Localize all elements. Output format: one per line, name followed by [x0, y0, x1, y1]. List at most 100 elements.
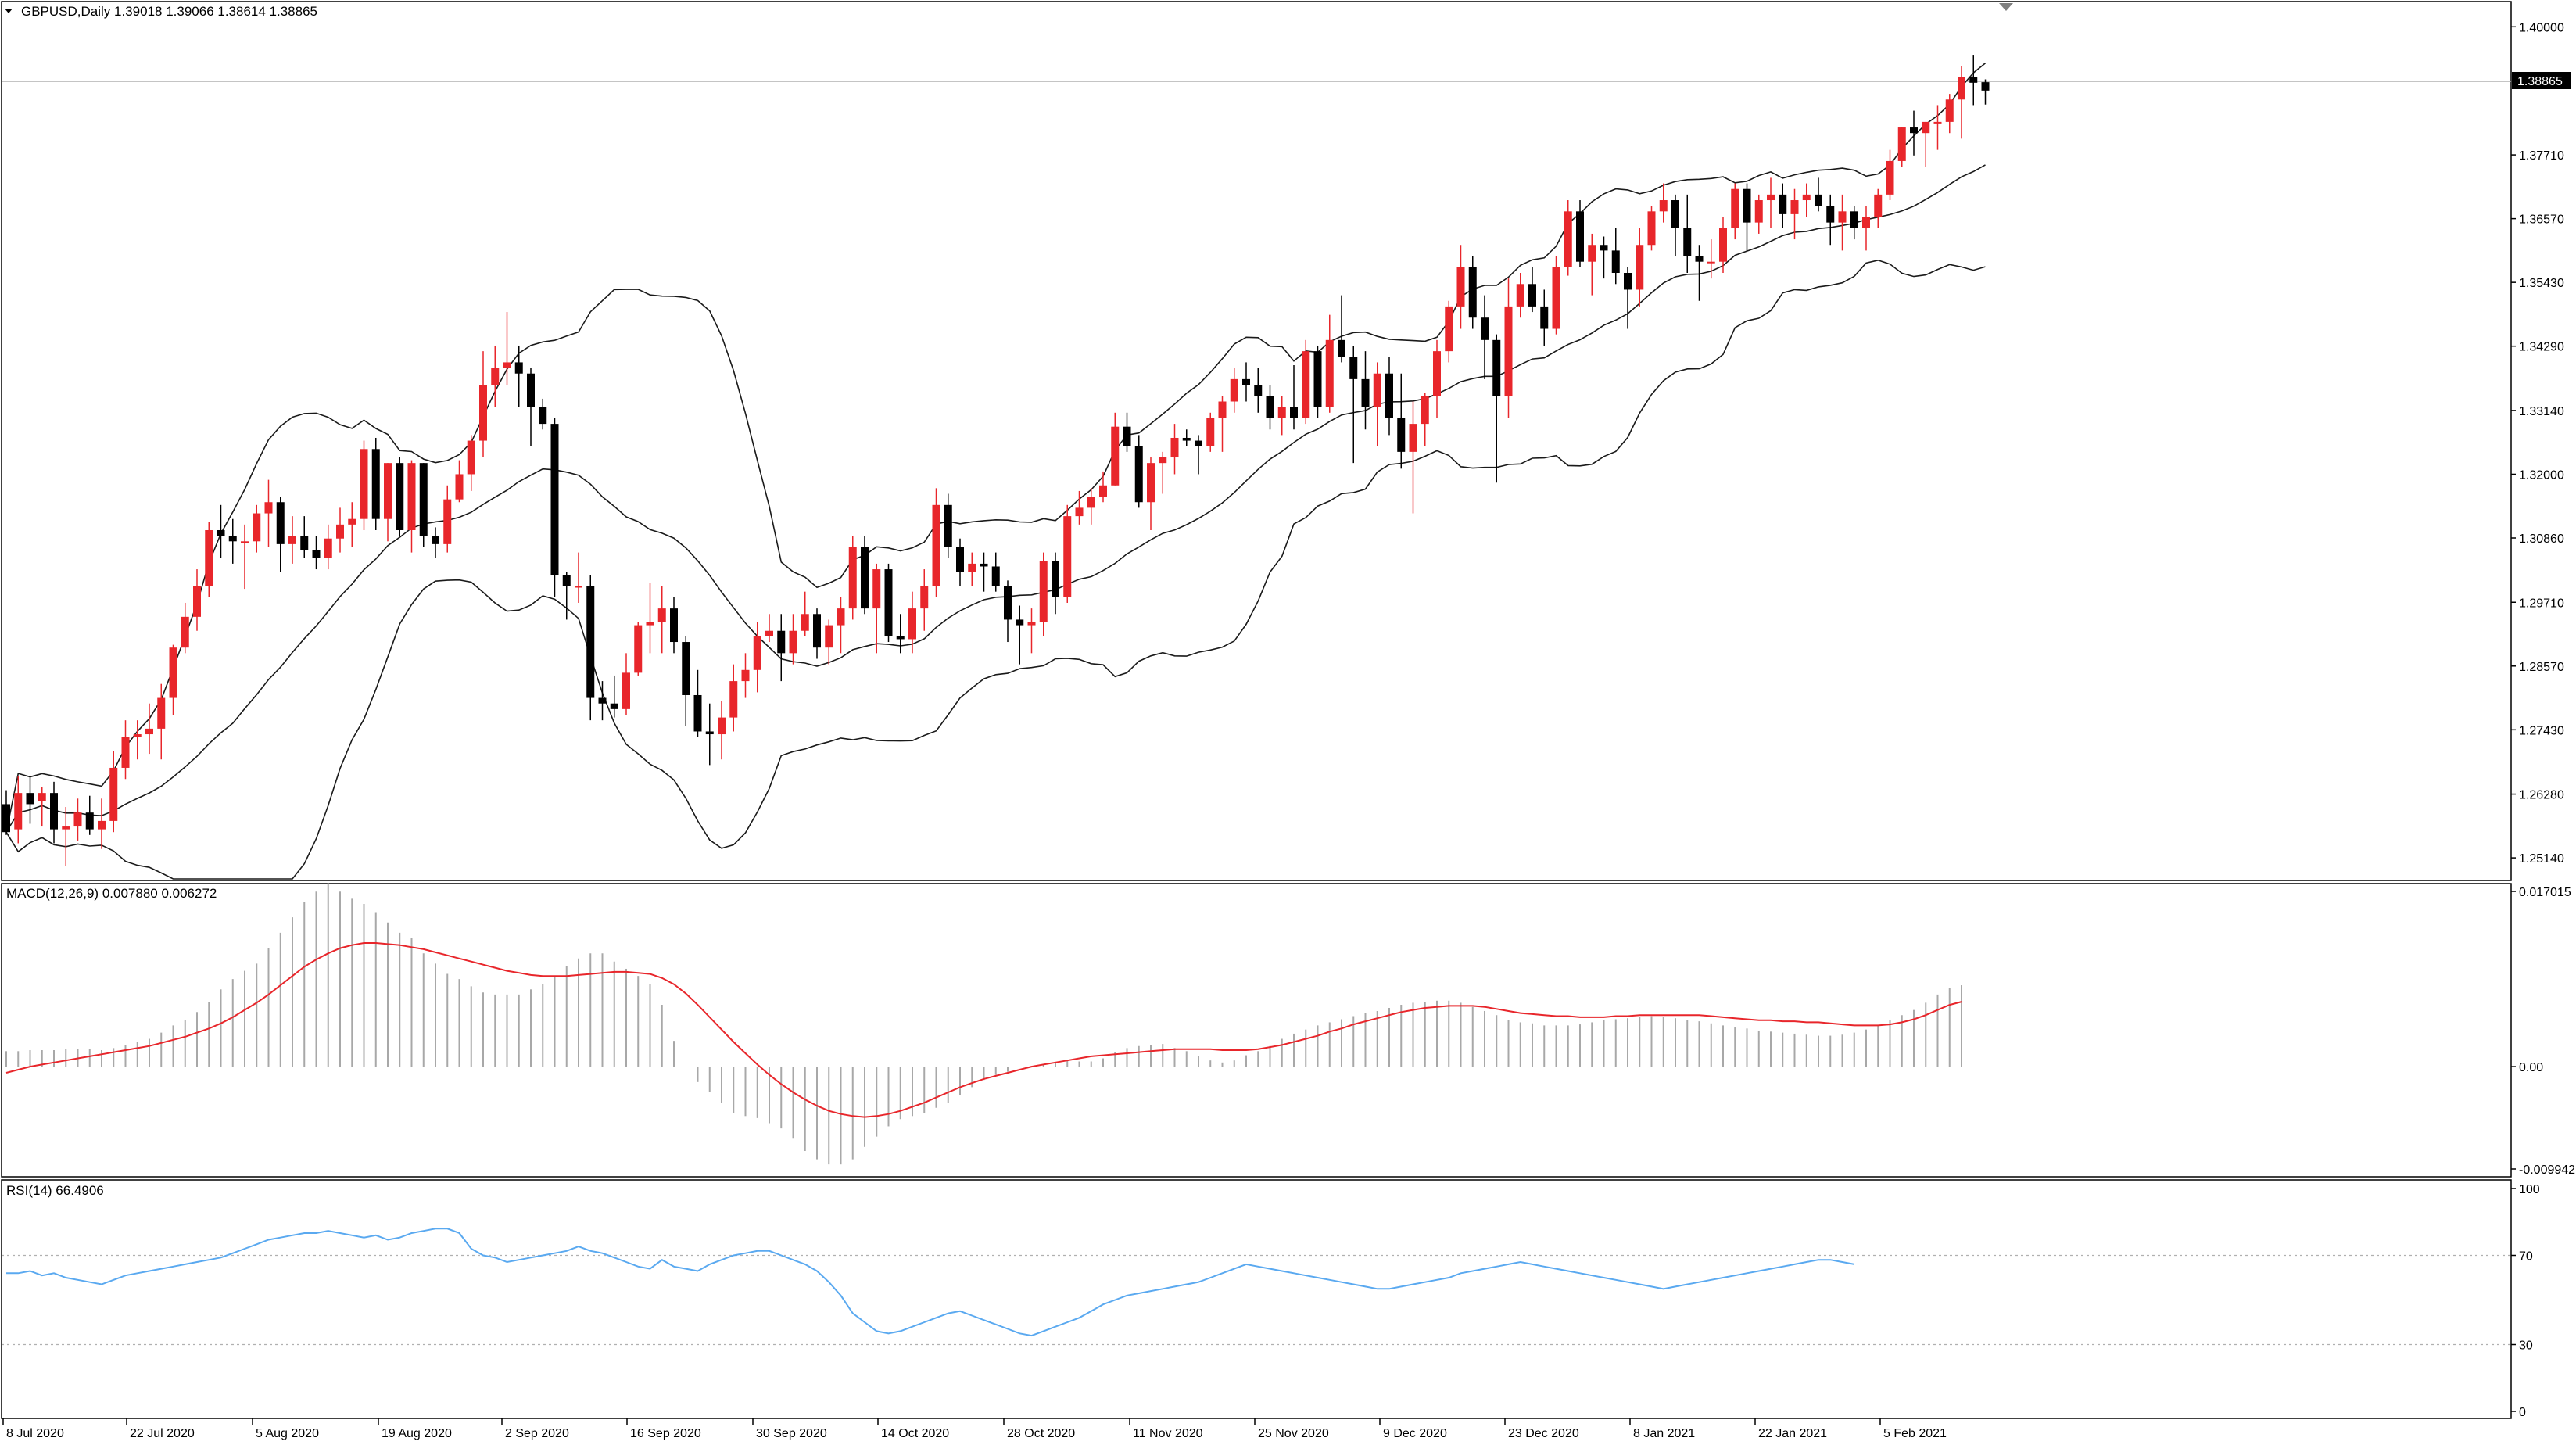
macd-pane[interactable]: 0.017015 0.00 -0.009942 MACD(12,26,9) 0.00…: [1, 883, 2575, 1178]
candle-body: [73, 812, 82, 827]
bollinger-middle-band: [5, 164, 1986, 833]
candle: [896, 614, 905, 654]
candle: [1468, 256, 1477, 329]
candle-body: [1087, 497, 1095, 508]
candle: [1516, 272, 1524, 318]
candle: [1123, 412, 1131, 452]
candle: [419, 463, 428, 547]
candle: [884, 563, 893, 643]
candle: [276, 497, 285, 572]
candle: [1027, 608, 1036, 654]
price-tick-label: 1.33140: [2519, 405, 2564, 418]
candle: [253, 504, 261, 553]
candle: [1874, 188, 1883, 228]
candle: [562, 572, 571, 620]
candle-body: [944, 504, 952, 547]
candle-body: [896, 636, 905, 640]
candle: [1731, 183, 1739, 240]
candle-body: [1779, 194, 1787, 214]
dropdown-arrow-icon[interactable]: [5, 9, 13, 13]
candle-body: [1815, 194, 1822, 206]
candle: [1564, 200, 1572, 276]
candle: [575, 552, 582, 603]
price-tick-label: 1.37710: [2519, 149, 2564, 163]
candle-body: [1790, 200, 1799, 214]
candle: [432, 527, 439, 558]
candle-body: [1134, 446, 1143, 503]
candle: [1385, 357, 1393, 436]
candle-body: [646, 622, 654, 626]
price-pane[interactable]: 1.40000 1.37710 1.36570 1.35430 1.34290 1.331…: [1, 1, 2571, 881]
candle: [14, 776, 23, 844]
candle: [1659, 183, 1668, 223]
candle-body: [1540, 306, 1549, 329]
candle-body: [1468, 267, 1477, 318]
macd-tick-label: 0.00: [2519, 1061, 2543, 1074]
candle: [98, 798, 106, 849]
candle: [336, 507, 344, 553]
candle-body: [1910, 127, 1918, 134]
candle-body: [1862, 217, 1870, 228]
candle-body: [1958, 77, 1965, 100]
candle: [1636, 228, 1644, 307]
candle-body: [1922, 121, 1930, 134]
candle-body: [861, 547, 869, 609]
candle: [467, 435, 475, 491]
candle-body: [1409, 424, 1417, 452]
candle-body: [562, 575, 571, 586]
candle: [777, 614, 786, 682]
rsi-line: [6, 1228, 1854, 1337]
candle-body: [1600, 245, 1608, 251]
candle-body: [837, 608, 845, 626]
candle-body: [1338, 339, 1345, 357]
candle-body: [920, 586, 929, 609]
candle: [1433, 339, 1441, 418]
candle-body: [1123, 426, 1131, 446]
candle: [1683, 194, 1692, 273]
candle: [1910, 110, 1918, 156]
candle: [1063, 504, 1072, 603]
candle-body: [1266, 396, 1274, 418]
bollinger-lower-band: [5, 259, 1986, 880]
candle-body: [1707, 261, 1715, 264]
candle: [217, 504, 225, 558]
candle: [1481, 295, 1489, 379]
candle-body: [1838, 211, 1847, 223]
candle: [968, 552, 976, 586]
price-tick-label: 1.32000: [2519, 468, 2564, 482]
candle: [1981, 79, 1990, 105]
candle: [1671, 194, 1679, 256]
candle-body: [1421, 396, 1429, 425]
candle: [1254, 368, 1263, 413]
candle: [550, 418, 559, 597]
candle: [1218, 396, 1227, 452]
candle: [1838, 194, 1847, 251]
bollinger-upper-band: [5, 63, 1987, 833]
candle-body: [956, 547, 964, 572]
candle: [765, 614, 773, 643]
candle: [1969, 55, 1978, 106]
candle-body: [657, 608, 666, 623]
candle-body: [1636, 245, 1644, 290]
candle: [1456, 245, 1465, 329]
candle-body: [1313, 351, 1322, 407]
candle-body: [1159, 457, 1167, 464]
candle-body: [1826, 206, 1835, 223]
candle: [872, 563, 881, 654]
candle-body: [1874, 194, 1883, 217]
candle-body: [98, 820, 106, 830]
candle-body: [813, 614, 821, 648]
candle: [1182, 429, 1191, 446]
candle-body: [133, 734, 142, 737]
candle: [1373, 362, 1381, 446]
candle: [1147, 457, 1155, 530]
candle-body: [300, 536, 309, 550]
candle-body: [1433, 351, 1441, 396]
shift-marker-icon[interactable]: [1999, 3, 2013, 11]
rsi-pane[interactable]: 100 70 30 0 RSI(14) 66.4906: [1, 1179, 2540, 1419]
candle-body: [419, 463, 428, 536]
candle-body: [1695, 256, 1704, 262]
candle: [1445, 300, 1453, 363]
date-tick-label: 2 Sep 2020: [505, 1427, 569, 1440]
candle-body: [276, 502, 285, 544]
